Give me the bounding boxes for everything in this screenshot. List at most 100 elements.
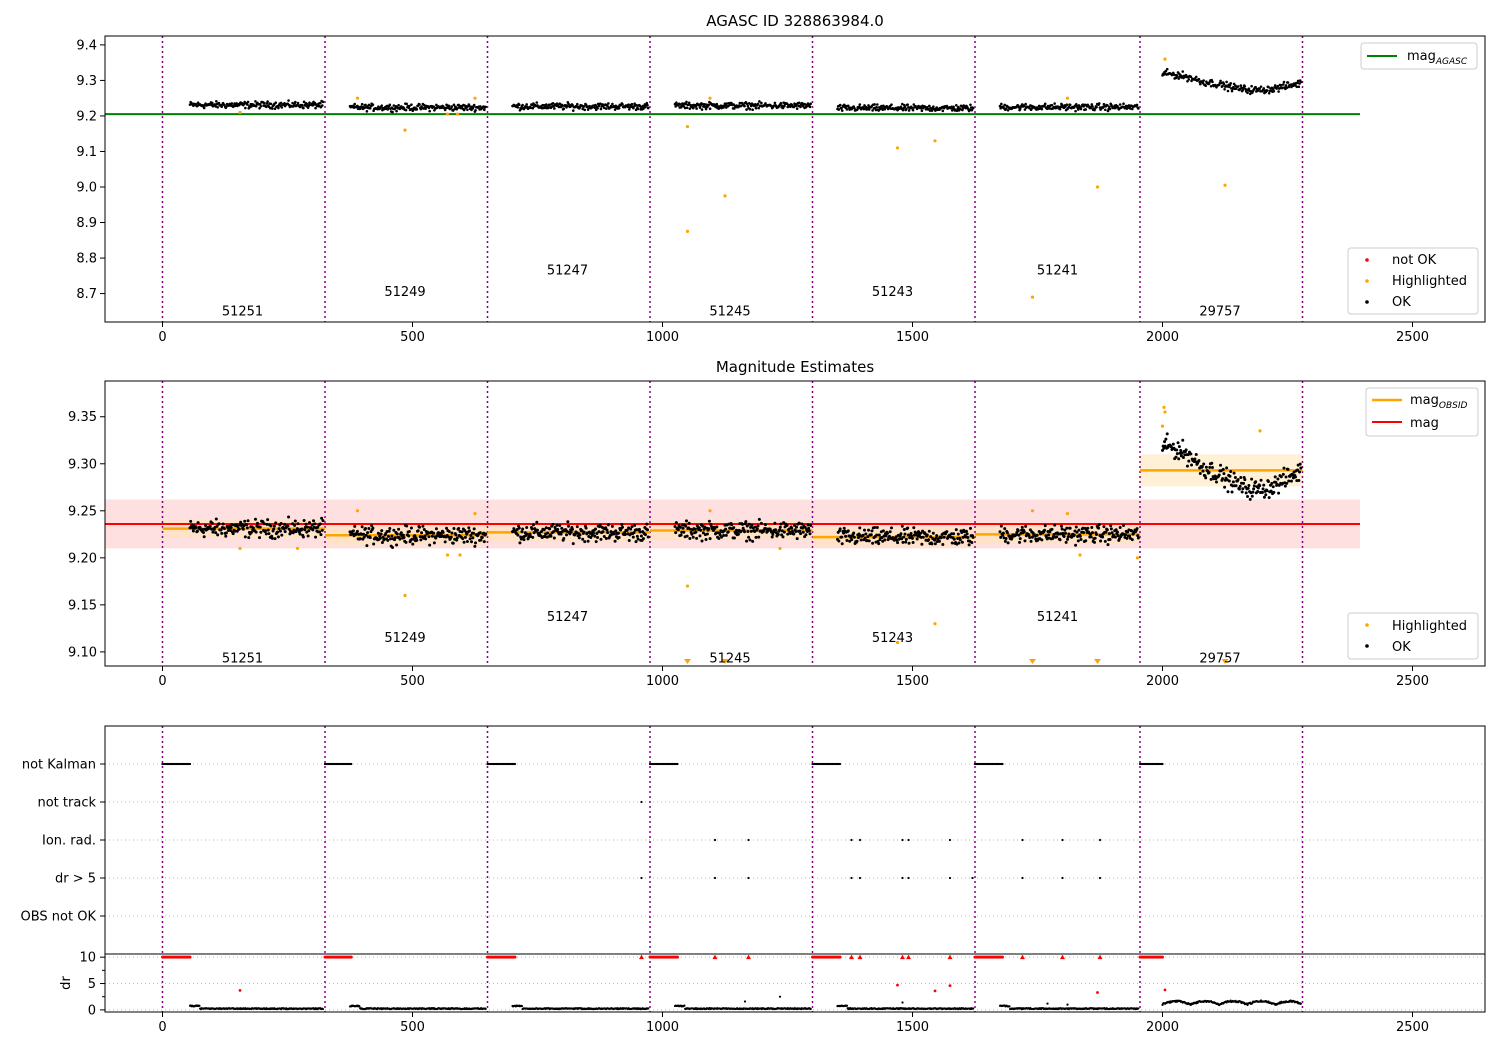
ok-point bbox=[806, 523, 810, 527]
offscale-marker bbox=[1221, 659, 1229, 664]
legend-mag-agasc: mag bbox=[1407, 49, 1436, 64]
ok-point bbox=[1290, 85, 1293, 89]
ok-point bbox=[1109, 527, 1113, 531]
ok-point bbox=[781, 535, 785, 539]
ok-point bbox=[880, 104, 883, 108]
ok-point bbox=[414, 536, 418, 540]
ok-point bbox=[770, 535, 774, 539]
ok-point bbox=[758, 100, 761, 103]
ok-point bbox=[1005, 531, 1009, 535]
ok-point bbox=[633, 523, 637, 527]
dr-notok-point bbox=[1096, 991, 1099, 994]
ok-point bbox=[644, 105, 647, 109]
ok-point bbox=[1204, 84, 1207, 88]
ok-point bbox=[1177, 77, 1180, 80]
highlighted-point bbox=[403, 128, 407, 132]
ok-point bbox=[303, 528, 307, 532]
ok-point bbox=[535, 520, 539, 524]
ok-point bbox=[911, 108, 915, 112]
ok-point bbox=[779, 101, 783, 105]
ok-point bbox=[899, 532, 903, 536]
ok-point bbox=[397, 103, 400, 107]
ok-point bbox=[198, 525, 202, 529]
ok-point bbox=[1269, 489, 1273, 493]
offscale-marker bbox=[684, 659, 691, 664]
ok-point bbox=[684, 102, 688, 106]
ok-point bbox=[552, 536, 556, 540]
x-tick-label: 2000 bbox=[1146, 1020, 1179, 1035]
ok-point bbox=[1122, 523, 1126, 527]
legend-mag-obsid: mag bbox=[1410, 393, 1439, 408]
ok-point bbox=[484, 532, 488, 536]
ok-point bbox=[518, 541, 522, 545]
ok-point bbox=[1265, 89, 1269, 92]
ok-point bbox=[930, 542, 934, 546]
ok-point bbox=[635, 104, 638, 107]
ok-point bbox=[367, 103, 371, 107]
ok-point bbox=[1238, 484, 1242, 488]
legend-highlighted: Highlighted bbox=[1392, 274, 1467, 289]
ok-point bbox=[269, 102, 273, 106]
ok-point bbox=[681, 526, 685, 530]
ok-point bbox=[1234, 484, 1238, 488]
ok-point bbox=[1221, 84, 1224, 88]
ok-point bbox=[548, 103, 551, 107]
flag-row-label: Ion. rad. bbox=[42, 834, 96, 849]
ok-point bbox=[1108, 105, 1111, 109]
ok-point bbox=[888, 530, 892, 534]
ok-point bbox=[1135, 527, 1139, 531]
ok-point bbox=[266, 100, 269, 103]
ok-point bbox=[581, 537, 585, 541]
ok-point bbox=[958, 538, 962, 542]
obsid-label: 51245 bbox=[709, 651, 750, 666]
legend-mag-obsid-sub: OBSID bbox=[1439, 401, 1468, 411]
ok-point bbox=[408, 104, 411, 108]
ok-point bbox=[1090, 531, 1094, 535]
dr-tick-label: 10 bbox=[79, 951, 96, 966]
flag-row-label: dr > 5 bbox=[55, 872, 96, 887]
ok-point bbox=[645, 101, 649, 105]
ok-point bbox=[424, 107, 427, 111]
ok-point bbox=[808, 532, 812, 536]
ok-point bbox=[1252, 484, 1256, 488]
obsid-label: 29757 bbox=[1199, 304, 1240, 319]
ok-point bbox=[1297, 85, 1301, 89]
ok-point bbox=[306, 534, 310, 538]
highlighted-point bbox=[238, 546, 242, 551]
ok-point bbox=[458, 104, 462, 108]
dr-point bbox=[1299, 1002, 1302, 1005]
ok-point bbox=[838, 527, 842, 531]
ok-point bbox=[845, 539, 849, 543]
ok-point bbox=[1197, 77, 1201, 81]
flag-point bbox=[858, 838, 862, 842]
ok-point bbox=[695, 536, 699, 540]
ok-point bbox=[1279, 475, 1283, 479]
ok-point bbox=[1281, 86, 1284, 90]
ok-point bbox=[452, 103, 456, 107]
flag-row-label: not Kalman bbox=[22, 758, 96, 773]
ok-point bbox=[451, 541, 455, 545]
ok-point bbox=[674, 531, 678, 535]
ok-point bbox=[582, 104, 586, 108]
ok-point bbox=[959, 107, 962, 111]
ok-point bbox=[606, 105, 609, 108]
ok-point bbox=[1075, 530, 1079, 534]
ok-point bbox=[567, 102, 570, 106]
ok-point bbox=[698, 534, 702, 538]
ok-point bbox=[217, 522, 221, 526]
ok-point bbox=[1122, 102, 1125, 106]
ok-point bbox=[430, 534, 434, 538]
flag-point bbox=[901, 876, 904, 880]
ok-point bbox=[391, 546, 395, 550]
ok-point bbox=[1084, 539, 1088, 543]
ok-point bbox=[748, 107, 752, 111]
ok-point bbox=[320, 528, 324, 532]
panel-magnitude-offscale-markers bbox=[684, 659, 1229, 664]
ok-point bbox=[907, 109, 911, 112]
ok-point bbox=[519, 107, 523, 111]
ok-point bbox=[840, 542, 844, 546]
ok-point bbox=[460, 530, 464, 534]
ok-point bbox=[467, 526, 471, 530]
ok-point bbox=[910, 536, 914, 540]
ok-point bbox=[512, 527, 516, 531]
